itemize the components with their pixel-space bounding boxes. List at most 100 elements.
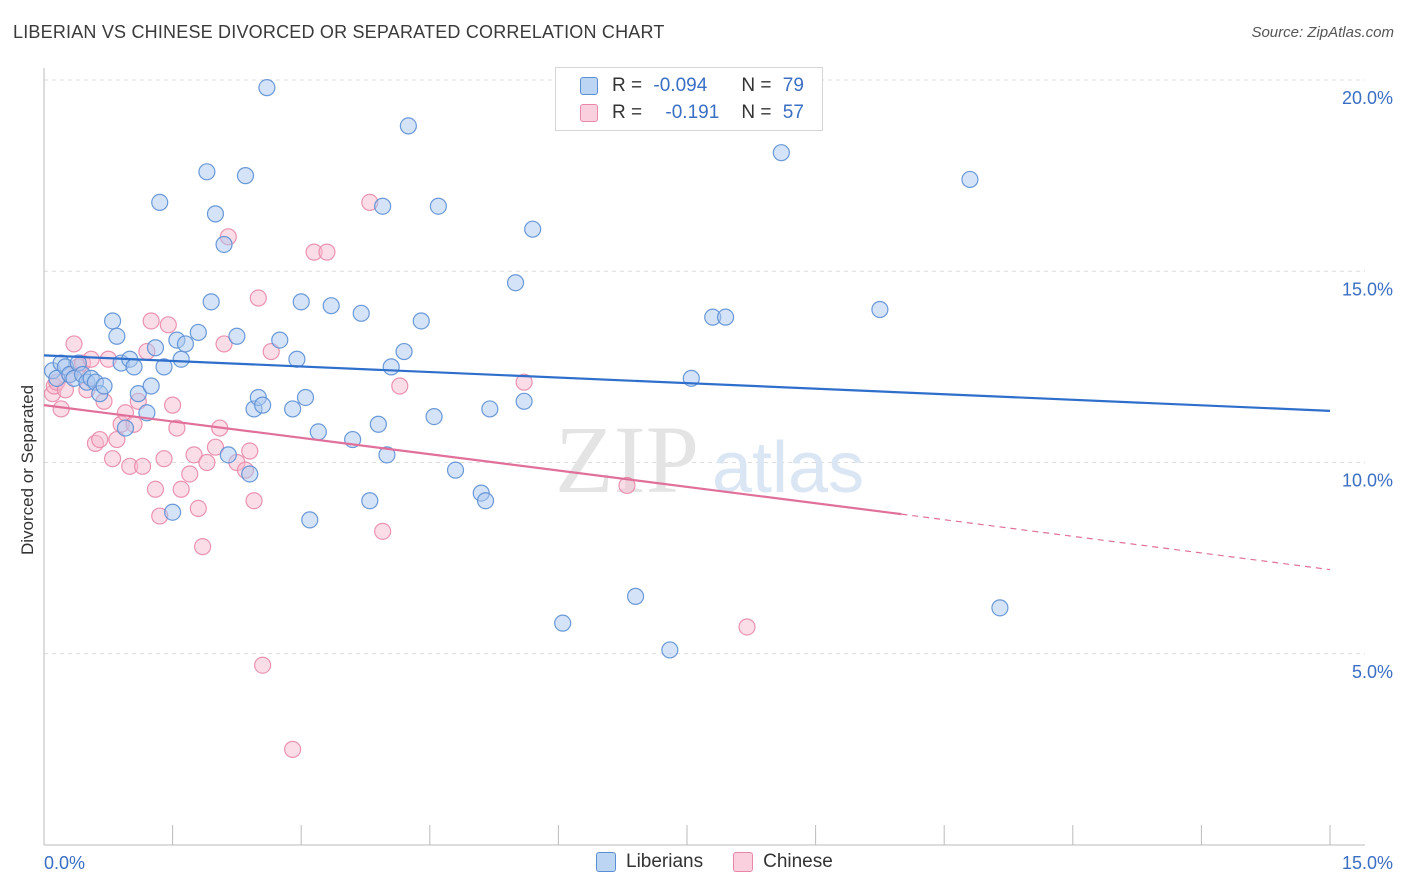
liberian-point [271,331,289,349]
chinese-point [254,656,272,674]
chinese-point [284,740,302,758]
chinese-trend-line [43,404,902,516]
watermark-atlas: atlas [712,428,864,508]
chinese-point [142,312,160,330]
liberian-point [228,327,246,345]
x-tick-label-min: 0.0% [44,853,86,873]
chinese-legend-label: Chinese [763,851,833,872]
liberian-point [151,193,169,211]
series-legend: Liberians Chinese [596,851,863,873]
chinese-point [391,377,409,395]
liberian-point [554,614,572,632]
chinese-point [318,243,336,261]
watermark-zip: ZIP [555,406,699,513]
legend-r-value: -0.094 [653,75,708,96]
legend-item-liberians[interactable]: Liberians [596,851,703,873]
legend-n-value: 57 [782,102,804,123]
liberian-point [991,599,1009,617]
liberian-point [446,461,465,479]
y-tick-label: 20.0% [1342,88,1393,108]
liberian-point [116,419,135,437]
liberian-point [125,358,143,376]
chart-title: LIBERIAN VS CHINESE DIVORCED OR SEPARATE… [13,22,665,42]
chinese-point [146,480,165,498]
chinese-point [194,538,212,556]
legend-item-chinese[interactable]: Chinese [733,851,833,873]
liberian-point [103,312,122,330]
liberian-point [506,274,525,292]
gridlines [44,79,1365,655]
liberian-point [164,503,182,521]
liberian-point [399,117,417,135]
chinese-trend-extension [901,513,1331,571]
liberian-point [361,492,379,510]
legend-n-value: 79 [782,75,804,96]
chinese-point [168,419,186,437]
liberians-trend-line [43,354,1331,412]
liberian-point [961,170,979,189]
chinese-point [103,450,122,468]
chinese-point [91,430,109,449]
liberian-point [661,641,679,659]
trend-lines [43,354,1331,571]
chinese-point [249,289,267,307]
liberian-point [142,377,160,395]
liberian-point [425,408,443,426]
liberian-point [129,385,147,403]
stats-legend: R = -0.094 N = 79 R = -0.191 N = 57 [555,67,823,131]
chinese-point [206,438,225,456]
chinese-point [65,335,83,353]
chinese-point [738,618,756,636]
chinese-point [189,499,207,517]
chinese-point [164,396,182,414]
legend-n-label: N = [741,75,772,96]
liberian-point [429,197,447,215]
liberian-point [296,388,315,407]
liberian-point [481,400,499,418]
liberian-point [374,197,392,215]
liberians-swatch [580,77,598,95]
liberian-point [476,492,495,510]
legend-r-label: R = [612,102,643,123]
chinese-point [245,492,263,510]
liberian-point [241,465,259,483]
chinese-legend-swatch [733,852,754,872]
chinese-point [155,450,173,468]
y-tick-label: 10.0% [1342,471,1393,491]
liberian-point [254,396,272,414]
chinese-point [198,453,216,472]
liberians-legend-label: Liberians [626,851,704,872]
liberian-point [378,446,396,464]
liberian-point [206,205,225,223]
chinese-point [618,476,636,495]
legend-row-liberians: R = -0.094 N = 79 [580,73,804,99]
source-label: Source: ZipAtlas.com [1251,24,1394,41]
watermark: ZIP atlas [555,406,864,513]
liberian-point [108,327,126,345]
liberian-point [176,335,195,353]
chinese-point [133,457,152,475]
liberian-point [395,342,413,361]
liberian-point [172,350,190,368]
x-tick-label-max: 15.0% [1341,853,1393,873]
liberian-point [202,293,220,311]
legend-n-label: N = [741,102,772,123]
chinese-point [181,465,199,483]
chinese-point [374,522,392,540]
liberian-point [871,300,889,319]
liberian-point [155,358,173,376]
y-tick-label: 5.0% [1352,662,1393,682]
liberian-point [95,377,113,395]
legend-r-label: R = [612,75,643,96]
liberian-point [219,446,237,464]
axes [43,68,1365,846]
liberian-point [284,400,302,418]
liberian-point [412,312,430,330]
liberian-point [626,587,645,605]
liberian-point [301,511,319,529]
chinese-point [159,316,177,334]
y-tick-labels: 5.0% 10.0% 15.0% 20.0% [1342,88,1393,682]
liberian-point [146,339,165,357]
liberian-points [43,79,1009,659]
